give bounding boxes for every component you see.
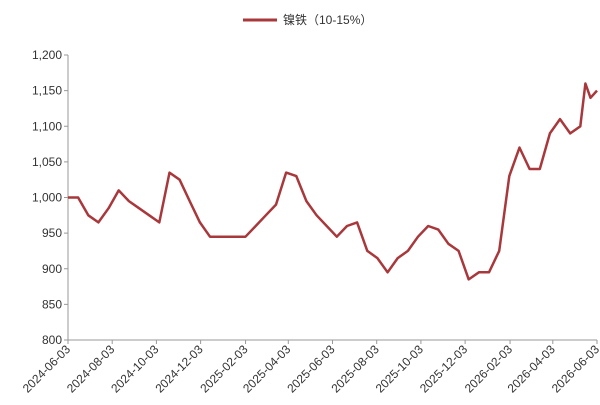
y-tick-label: 950 (42, 226, 62, 240)
y-tick-label: 1,100 (32, 119, 62, 133)
y-tick-label: 1,150 (32, 84, 62, 98)
y-tick-label: 1,000 (32, 191, 62, 205)
y-tick-label: 1,200 (32, 48, 62, 62)
legend-label: 镍铁（10-15%） (283, 13, 372, 27)
y-tick-label: 850 (42, 297, 62, 311)
y-tick-label: 900 (42, 262, 62, 276)
line-series (68, 82, 598, 281)
y-tick-label: 1,050 (32, 155, 62, 169)
x-tick-label: 2026-06-03 (549, 342, 600, 396)
y-tick-label: 800 (42, 333, 62, 347)
